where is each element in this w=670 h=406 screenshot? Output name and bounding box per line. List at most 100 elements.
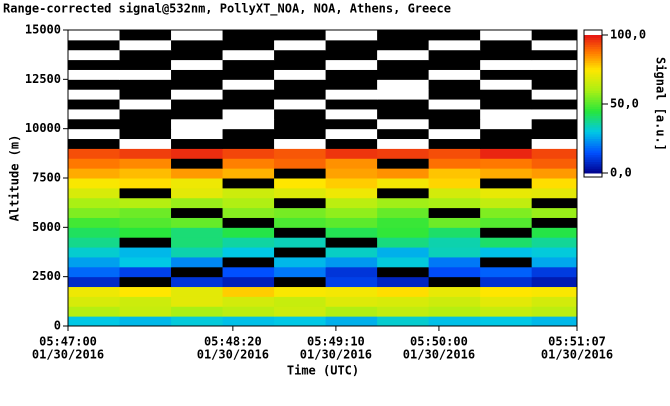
heatmap-cell: [274, 89, 327, 100]
colorbar-segment: [584, 41, 602, 45]
heatmap-cell: [325, 316, 378, 327]
heatmap-cell: [531, 296, 578, 307]
heatmap-cell: [428, 256, 481, 268]
heatmap-cell: [480, 286, 533, 297]
heatmap-cell: [325, 207, 378, 218]
heatmap-cell: [68, 30, 121, 41]
heatmap-cell: [325, 128, 378, 140]
heatmap-cell: [325, 59, 378, 70]
heatmap-cell: [119, 187, 172, 199]
heatmap-cell: [68, 296, 121, 307]
heatmap-cell: [531, 286, 578, 297]
heatmap-cell: [274, 118, 327, 130]
heatmap-cell: [68, 178, 121, 189]
heatmap-cell: [428, 187, 481, 199]
heatmap-cell: [119, 197, 172, 209]
heatmap-cell: [325, 168, 378, 179]
colorbar-segment: [584, 104, 602, 107]
colorbar-segment: [584, 87, 602, 91]
chart-title: Range-corrected signal@532nm, PollyXT_NO…: [3, 2, 451, 17]
heatmap-cell: [274, 217, 327, 228]
y-tick-label: 0: [54, 319, 61, 333]
heatmap-cell: [325, 306, 378, 317]
heatmap-cell: [377, 276, 430, 288]
colorbar-segment: [584, 170, 602, 174]
colorbar-segment: [584, 143, 602, 146]
heatmap-cell: [377, 69, 430, 80]
colorbar-segment: [584, 60, 602, 64]
heatmap-cell: [68, 306, 121, 317]
colorbar-segment: [584, 147, 602, 151]
heatmap-cell: [480, 49, 533, 61]
heatmap-cell: [428, 306, 481, 317]
colorbar-segment: [584, 92, 602, 96]
heatmap-cell: [119, 148, 172, 159]
colorbar-segment: [584, 51, 602, 54]
heatmap-cell: [531, 256, 578, 268]
heatmap-cell: [377, 316, 430, 327]
heatmap-cell: [325, 266, 378, 278]
heatmap-cell: [428, 266, 481, 278]
colorbar-segment: [584, 138, 602, 142]
heatmap-cell: [428, 99, 481, 110]
heatmap-cell: [222, 296, 275, 307]
heatmap-cell: [68, 158, 121, 169]
heatmap-cell: [377, 108, 430, 120]
heatmap-cell: [222, 256, 275, 268]
heatmap-cell: [119, 118, 172, 130]
heatmap-cell: [428, 158, 481, 169]
heatmap-cell: [119, 237, 172, 248]
heatmap-cell: [171, 108, 224, 120]
heatmap-cell: [119, 296, 172, 307]
heatmap-cell: [274, 158, 327, 169]
heatmap-cell: [68, 118, 121, 130]
heatmap-cell: [68, 247, 121, 258]
heatmap-cell: [377, 49, 430, 61]
heatmap-cell: [222, 178, 275, 189]
heatmap-cell: [274, 30, 327, 41]
colorbar-segment: [584, 145, 602, 149]
heatmap-cell: [171, 207, 224, 218]
heatmap-cell: [171, 49, 224, 61]
heatmap-cell: [222, 197, 275, 209]
heatmap-cell: [119, 266, 172, 278]
colorbar-segment: [584, 101, 602, 105]
heatmap-cell: [428, 138, 481, 149]
heatmap-cell: [119, 306, 172, 317]
heatmap-cell: [119, 247, 172, 258]
heatmap-cell: [428, 237, 481, 248]
colorbar-label: Signal [a.u.]: [654, 57, 668, 151]
colorbar-segment: [584, 64, 602, 68]
heatmap-cell: [222, 30, 275, 41]
colorbar-tick-label: 0,0: [610, 166, 632, 180]
heatmap-cell: [274, 148, 327, 159]
heatmap-cell: [171, 138, 224, 149]
colorbar-segment: [584, 152, 602, 156]
heatmap-cell: [222, 316, 275, 327]
heatmap-cell: [274, 69, 327, 80]
heatmap-cell: [119, 316, 172, 327]
heatmap-cell: [171, 59, 224, 70]
heatmap-cell: [274, 187, 327, 199]
heatmap-cell: [377, 187, 430, 199]
heatmap-cell: [377, 217, 430, 228]
heatmap-cell: [377, 59, 430, 70]
heatmap-cell: [531, 148, 578, 159]
heatmap-cell: [222, 306, 275, 317]
heatmap-cell: [325, 79, 378, 90]
heatmap-cell: [377, 148, 430, 159]
colorbar-segment: [584, 35, 602, 38]
heatmap-cell: [274, 276, 327, 288]
heatmap-cell: [68, 237, 121, 248]
heatmap-cell: [377, 306, 430, 317]
x-tick-date: 01/30/2016: [403, 348, 475, 362]
heatmap-cell: [325, 158, 378, 169]
heatmap-cell: [222, 187, 275, 199]
heatmap-cell: [531, 247, 578, 258]
heatmap-cell: [68, 49, 121, 61]
heatmap-cell: [68, 128, 121, 140]
colorbar-segment: [584, 154, 602, 158]
heatmap-cell: [531, 316, 578, 327]
heatmap-cell: [222, 247, 275, 258]
